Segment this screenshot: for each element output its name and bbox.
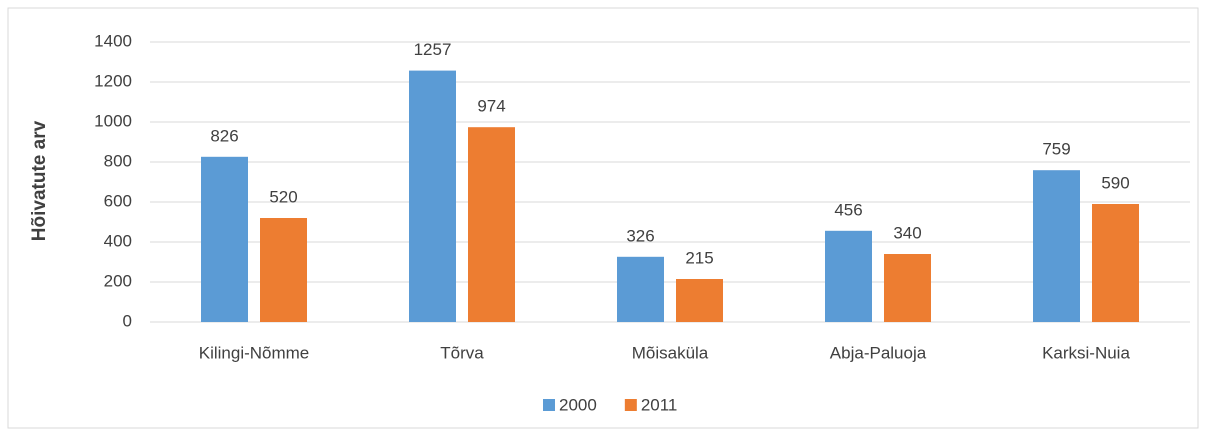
data-label: 974 <box>477 97 505 116</box>
data-label: 520 <box>269 187 297 206</box>
y-tick-label: 600 <box>104 191 132 210</box>
bar <box>617 256 664 322</box>
y-tick-label: 400 <box>104 231 132 250</box>
bar <box>468 127 515 322</box>
x-tick-label: Mõisaküla <box>632 343 709 362</box>
data-label: 590 <box>1101 173 1129 192</box>
bar <box>1033 170 1080 322</box>
legend-label: 2011 <box>641 395 678 414</box>
bar <box>201 156 248 322</box>
y-tick-label: 200 <box>104 271 132 290</box>
bar <box>884 254 931 322</box>
data-label: 340 <box>893 223 921 242</box>
x-tick-label: Tõrva <box>440 343 484 362</box>
x-tick-label: Abja-Paluoja <box>830 343 927 362</box>
x-tick-label: Karksi-Nuia <box>1042 343 1130 362</box>
y-tick-label: 1000 <box>94 111 132 130</box>
y-tick-label: 0 <box>123 311 132 330</box>
y-axis-label: Hõivatute arv <box>29 120 50 241</box>
bar <box>409 70 456 322</box>
bar <box>260 218 307 322</box>
data-label: 215 <box>685 248 713 267</box>
data-label: 1257 <box>414 40 452 59</box>
data-label: 456 <box>834 200 862 219</box>
legend-swatch <box>543 399 555 411</box>
bar <box>1092 204 1139 322</box>
data-label: 826 <box>210 126 238 145</box>
legend-swatch <box>624 399 637 411</box>
y-tick-label: 1200 <box>94 71 132 90</box>
y-tick-label: 800 <box>104 151 132 170</box>
chart-frame <box>7 7 1199 429</box>
data-label: 759 <box>1042 140 1070 159</box>
data-label: 326 <box>626 226 654 245</box>
y-tick-label: 1400 <box>94 31 132 50</box>
legend-label: 2000 <box>559 395 597 414</box>
bar <box>676 279 723 322</box>
bar <box>825 230 872 322</box>
x-tick-label: Kilingi-Nõmme <box>199 343 310 362</box>
